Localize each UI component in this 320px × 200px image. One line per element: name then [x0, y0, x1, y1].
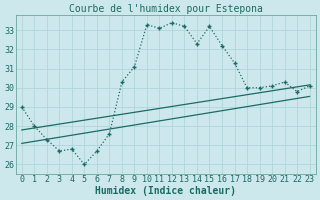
Title: Courbe de l'humidex pour Estepona: Courbe de l'humidex pour Estepona: [69, 4, 263, 14]
X-axis label: Humidex (Indice chaleur): Humidex (Indice chaleur): [95, 186, 236, 196]
